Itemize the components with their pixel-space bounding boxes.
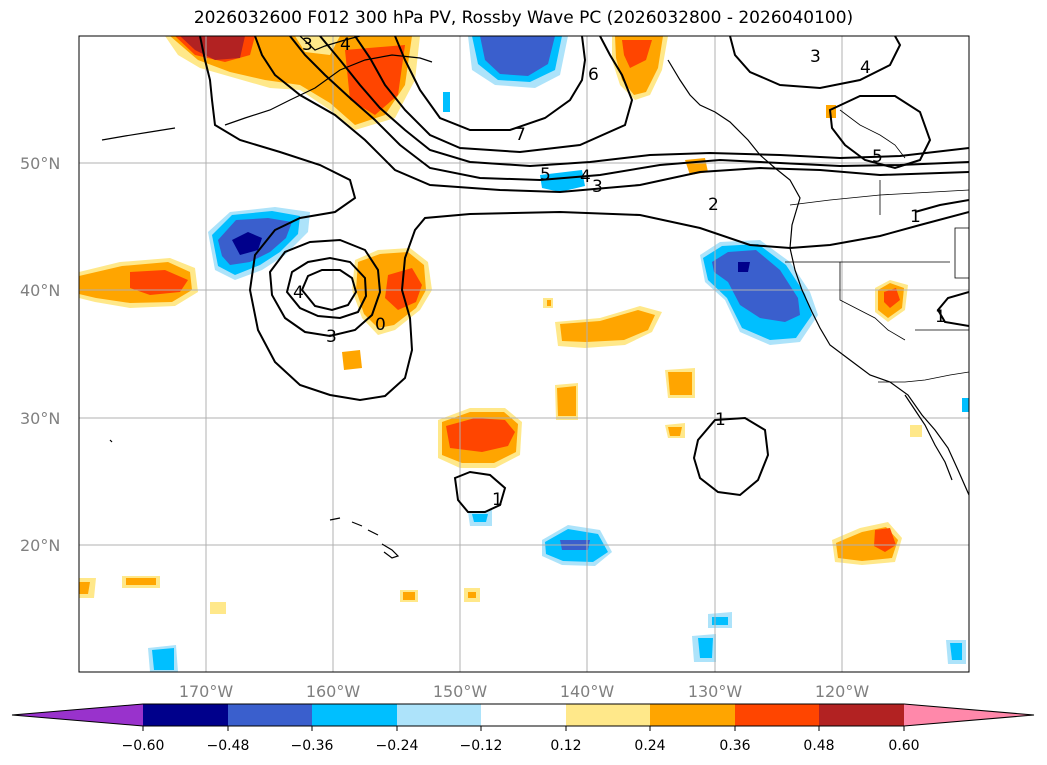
map-title: 2026032600 F012 300 hPa PV, Rossby Wave … bbox=[193, 8, 854, 28]
colorbar-tick: −0.60 bbox=[122, 738, 165, 754]
colorbar-tick: 0.48 bbox=[803, 738, 834, 754]
lat-label-30n: 30°N bbox=[20, 409, 60, 428]
contour-label: 3 bbox=[592, 177, 603, 197]
contour-label: 3 bbox=[810, 47, 821, 67]
lon-label-120w: 120°W bbox=[815, 682, 870, 701]
colorbar-segment bbox=[481, 704, 566, 726]
contour-label: 4 bbox=[580, 167, 591, 187]
contour-label: 5 bbox=[872, 147, 883, 167]
colorbar-segment bbox=[228, 704, 312, 726]
lon-label-150w: 150°W bbox=[433, 682, 488, 701]
lon-label-170w: 170°W bbox=[179, 682, 234, 701]
lat-label-50n: 50°N bbox=[20, 154, 60, 173]
colorbar-tick: 0.24 bbox=[634, 738, 665, 754]
contour-label-group: 3 4 6 7 5 4 3 2 1 5 4 3 0 1 1 1 4 3 bbox=[293, 35, 946, 510]
colorbar-segment bbox=[312, 704, 397, 726]
lat-label-40n: 40°N bbox=[20, 281, 60, 300]
colorbar-segment bbox=[143, 704, 228, 726]
contour-label: 3 bbox=[326, 327, 337, 347]
coastlines bbox=[101, 36, 969, 559]
contour-label: 7 bbox=[515, 125, 526, 145]
lat-label-20n: 20°N bbox=[20, 536, 60, 555]
lon-label-160w: 160°W bbox=[306, 682, 361, 701]
colorbar-tick: −0.48 bbox=[207, 738, 250, 754]
contour-label: 3 bbox=[302, 35, 313, 55]
lon-label-140w: 140°W bbox=[560, 682, 615, 701]
colorbar-extend-high bbox=[904, 704, 1034, 726]
colorbar-segment bbox=[397, 704, 481, 726]
colorbar-segment bbox=[735, 704, 819, 726]
contour-label: 0 bbox=[375, 315, 386, 335]
contour-label: 1 bbox=[492, 490, 503, 510]
colorbar-tick: 0.60 bbox=[888, 738, 919, 754]
contour-label: 5 bbox=[540, 165, 551, 185]
contour-label: 1 bbox=[935, 307, 946, 327]
pv-contours bbox=[199, 36, 969, 513]
contour-label: 4 bbox=[340, 35, 351, 55]
contour-label: 4 bbox=[293, 283, 304, 303]
contour-label: 1 bbox=[910, 207, 921, 227]
map-frame bbox=[78, 35, 970, 673]
colorbar-segment bbox=[650, 704, 735, 726]
contour-label: 6 bbox=[588, 65, 599, 85]
colorbar-tick: 0.36 bbox=[719, 738, 750, 754]
colorbar-tick: −0.36 bbox=[291, 738, 334, 754]
contour-label: 4 bbox=[860, 58, 871, 78]
colorbar: −0.60 −0.48 −0.36 −0.24 −0.12 0.12 0.24 … bbox=[11, 703, 1035, 754]
colorbar-tick: −0.12 bbox=[460, 738, 503, 754]
colorbar-segment bbox=[819, 704, 904, 726]
colorbar-tick: −0.24 bbox=[376, 738, 419, 754]
colorbar-segment bbox=[566, 704, 650, 726]
borders bbox=[785, 109, 969, 383]
colorbar-extend-low bbox=[12, 704, 143, 726]
contour-label: 1 bbox=[715, 410, 726, 430]
contour-label: 2 bbox=[708, 195, 719, 215]
map-plot-area: 3 4 6 7 5 4 3 2 1 5 4 3 0 1 1 1 4 3 bbox=[79, 35, 969, 672]
lon-label-130w: 130°W bbox=[688, 682, 743, 701]
colorbar-tick: 0.12 bbox=[550, 738, 581, 754]
